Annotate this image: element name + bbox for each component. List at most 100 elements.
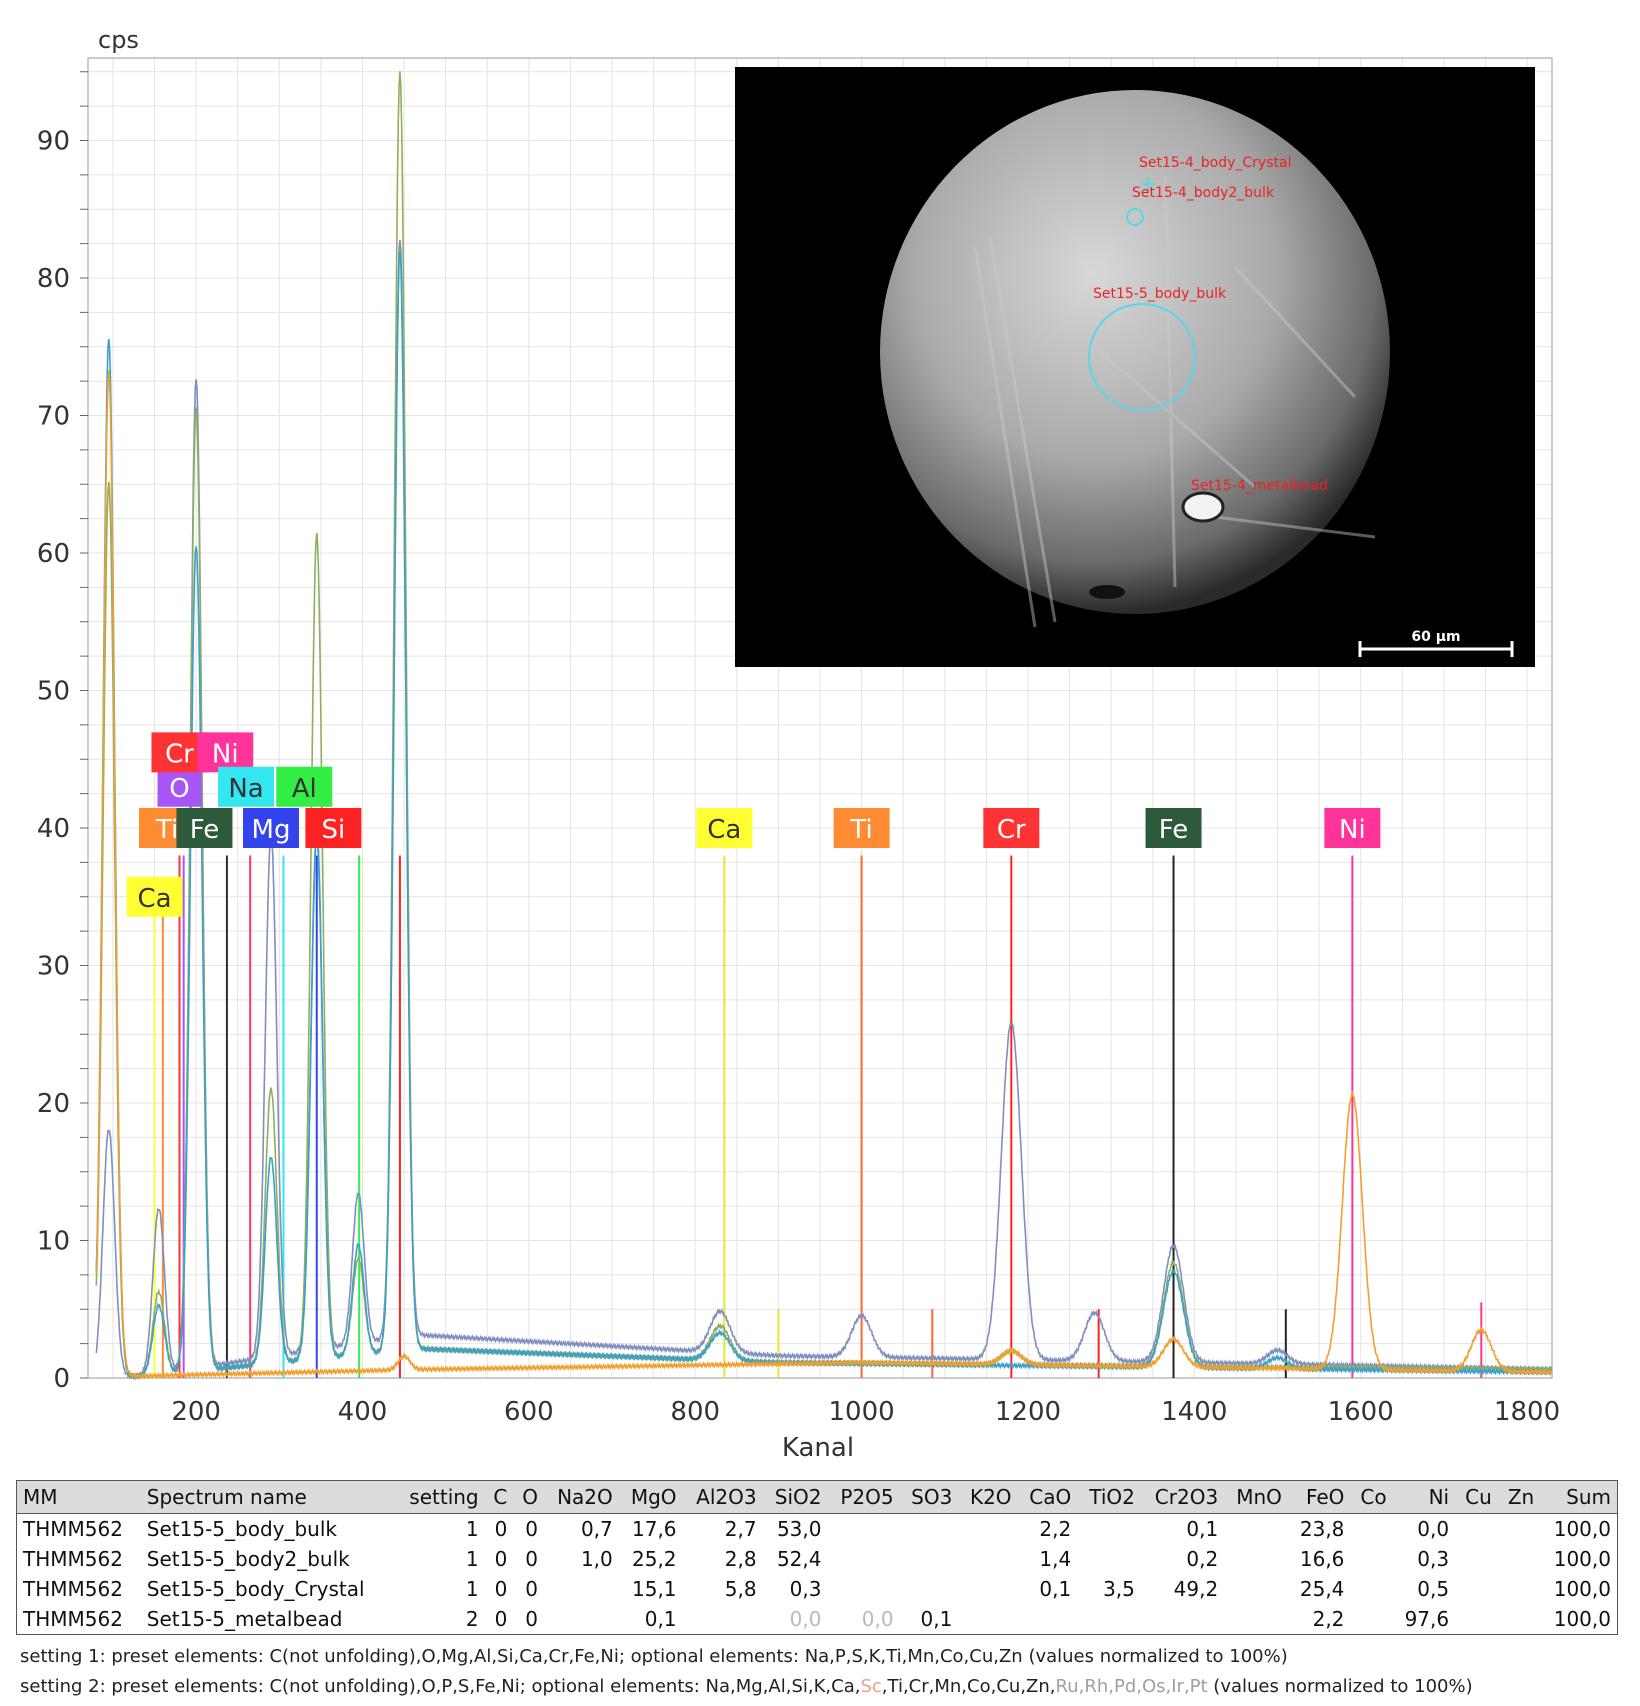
- table-cell: THMM562: [23, 1547, 123, 1571]
- y-tick-label: 50: [37, 677, 70, 707]
- table-cell: 100,0: [1553, 1517, 1611, 1541]
- dark-pore: [1089, 585, 1125, 599]
- setting2-note: setting 2: preset elements: C(not unfold…: [20, 1676, 1473, 1697]
- plot-frame: [87, 57, 1553, 1379]
- inset-label-crystal: Set15-4_body_Crystal: [1139, 155, 1291, 171]
- table-cell: 15,1: [632, 1577, 677, 1601]
- table-cell: 1: [465, 1517, 479, 1541]
- table-cell: 0,0: [789, 1607, 822, 1631]
- y-tick-label: 30: [37, 952, 70, 982]
- table-cell: 2,7: [724, 1517, 757, 1541]
- table-header-cell: setting: [394, 1480, 485, 1514]
- table-cell: Set15-5_body_Crystal: [146, 1577, 365, 1601]
- analysis-spot-body-bulk: [1088, 303, 1196, 411]
- x-tick-label: 600: [504, 1397, 554, 1427]
- element-marker-label: Al: [292, 774, 317, 804]
- table-cell: 0: [525, 1607, 538, 1631]
- setting2-note-b: ,Ti,Cr,Mn,Co,Cu,Zn,: [881, 1676, 1056, 1697]
- scale-bar-label: 60 µm: [1411, 629, 1460, 645]
- table-cell: [1455, 1544, 1498, 1574]
- element-marker-label: Fe: [1159, 815, 1189, 845]
- element-marker-box: [696, 808, 753, 848]
- table-cell: 1: [465, 1577, 479, 1601]
- element-marker-box: [197, 732, 254, 773]
- y-tick-label: 80: [37, 264, 70, 294]
- element-marker-box: [1324, 808, 1381, 848]
- table-cell: [544, 1574, 619, 1604]
- metal-bead: [1181, 491, 1225, 523]
- table-row: THMM562 Set15-5_body_bulk 1 0 0 0,7 17,6 2,7 53,…: [17, 1514, 1618, 1545]
- table-cell: [1077, 1604, 1141, 1635]
- table-header-cell: Cr2O3: [1140, 1480, 1225, 1514]
- y-tick-label: 10: [37, 1227, 70, 1257]
- table-header-cell: Spectrum name: [140, 1480, 395, 1514]
- element-marker-box: [218, 766, 275, 807]
- table-cell: [1350, 1604, 1392, 1635]
- table-cell: 2,2: [1312, 1607, 1345, 1631]
- table-header-cell: MnO: [1224, 1480, 1288, 1514]
- table-cell: [1498, 1544, 1540, 1574]
- y-tick-label: 0: [53, 1364, 70, 1394]
- inset-label-body2-bulk: Set15-4_body2_bulk: [1132, 185, 1275, 201]
- y-tick-label: 70: [37, 402, 70, 432]
- table-header-cell: Ni: [1392, 1480, 1456, 1514]
- setting2-note-c: (values normalized to 100%): [1207, 1676, 1473, 1697]
- table-cell: 5,8: [724, 1577, 757, 1601]
- axis-ticks: 200 400 600 800 1000 1200 1400 1600 1800 0 10 20 30 4…: [37, 71, 1560, 1427]
- x-axis-label: Kanal: [782, 1433, 854, 1463]
- y-tick-label: 20: [37, 1089, 70, 1119]
- table-cell: THMM562: [23, 1517, 123, 1541]
- table-cell: 1,4: [1039, 1547, 1072, 1571]
- table-cell: 0,1: [644, 1607, 677, 1631]
- table-cell: 0: [494, 1517, 508, 1541]
- table-cell: [827, 1574, 899, 1604]
- table-cell: [958, 1604, 1017, 1635]
- table-cell: 25,4: [1299, 1577, 1345, 1601]
- table-cell: [1224, 1604, 1288, 1635]
- element-marker-label: Ti: [849, 815, 872, 845]
- table-cell: [900, 1574, 959, 1604]
- y-tick-label: 40: [37, 814, 70, 844]
- inset-label-body-bulk: Set15-5_body_bulk: [1093, 286, 1227, 302]
- table-header-cell: MgO: [618, 1480, 683, 1514]
- table-cell: [683, 1604, 763, 1635]
- table-cell: [1350, 1574, 1392, 1604]
- element-marker-label: Ni: [1339, 815, 1366, 845]
- table-cell: [1018, 1604, 1078, 1635]
- table-cell: [1350, 1544, 1392, 1574]
- x-tick-label: 1600: [1328, 1397, 1394, 1427]
- element-marker-box: [126, 876, 183, 917]
- table-cell: Set15-5_body_bulk: [146, 1517, 337, 1541]
- table-cell: 0,0: [861, 1607, 894, 1631]
- table-header-cell: FeO: [1287, 1480, 1351, 1514]
- table-cell: [1077, 1514, 1141, 1545]
- table-header-cell: O: [513, 1480, 544, 1514]
- element-marker-label: Ti: [155, 815, 178, 845]
- sem-image-inset: Set15-4_body_Crystal Set15-4_body2_bulk …: [735, 67, 1535, 667]
- table-cell: 0: [494, 1577, 508, 1601]
- table-cell: 0,0: [1417, 1517, 1450, 1541]
- inset-label-metalbead: Set15-4_metalbead: [1191, 478, 1328, 494]
- x-tick-label: 1800: [1494, 1397, 1560, 1427]
- table-cell: [1077, 1544, 1141, 1574]
- table-cell: 0,5: [1417, 1577, 1450, 1601]
- element-marker-box: [157, 766, 202, 807]
- table-header-cell: Cu: [1455, 1480, 1498, 1514]
- table-cell: 16,6: [1299, 1547, 1345, 1571]
- table-cell: [827, 1514, 899, 1545]
- table-header-cell: Sum: [1540, 1480, 1618, 1514]
- element-marker-label: Mg: [252, 815, 291, 845]
- table-header-cell: TiO2: [1077, 1480, 1141, 1514]
- table-cell: 0: [525, 1517, 538, 1541]
- table-cell: [958, 1544, 1017, 1574]
- element-marker-box: [305, 808, 362, 848]
- table-cell: [1350, 1514, 1392, 1545]
- element-marker-label: Cr: [165, 739, 194, 769]
- table-row: THMM562 Set15-5_body2_bulk 1 0 0 1,0 25,2 2,8 52…: [17, 1544, 1618, 1574]
- table-cell: [1455, 1574, 1498, 1604]
- table-cell: [900, 1544, 959, 1574]
- x-tick-label: 1200: [995, 1397, 1061, 1427]
- table-cell: 2,8: [724, 1547, 757, 1571]
- table-cell: [827, 1544, 899, 1574]
